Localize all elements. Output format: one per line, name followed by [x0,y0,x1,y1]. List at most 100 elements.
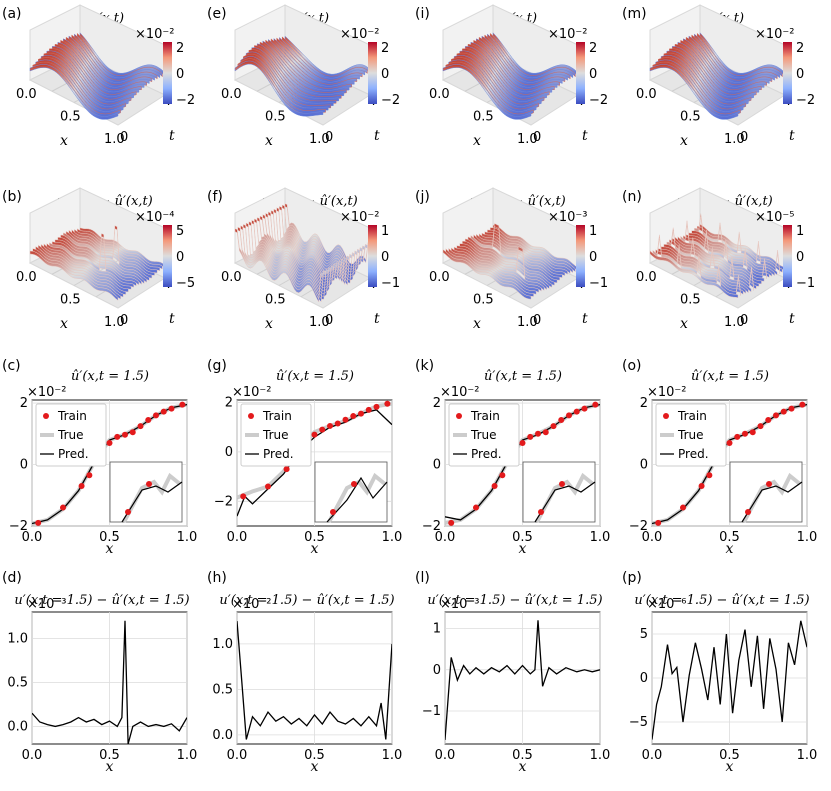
x-tick-label: 1.0 [724,132,745,147]
legend-train-label: Train [57,409,87,423]
x-tick-label: 1.0 [309,132,330,147]
y-tick-label: 2 [225,395,233,410]
surface-strip [694,213,781,274]
x-tick-label: 0.0 [16,270,37,285]
legend-train-label: Train [677,409,707,423]
x-tick-label: 1.0 [517,315,538,330]
surface-strip [74,33,161,82]
colorbar-tick-label: 5 [176,224,184,239]
surface-strip [279,36,366,82]
train-point [137,423,144,430]
colorbar-tick-label: 1 [381,224,389,239]
train-point [749,429,756,436]
train-point [773,412,779,419]
panel-label: (f) [207,189,223,205]
train-point [742,430,748,437]
x-axis-label: x [726,759,734,775]
train-point [448,519,455,526]
legend-train-label: Train [470,409,500,423]
surface-strip [68,35,155,86]
colorbar-tick-label: 0 [589,250,597,265]
panel-label: (m) [622,6,647,22]
surface-panel-i: (i)û′(x,t)0.00.51.0x04t×10⁻²20−2 [415,4,608,149]
x-axis-label: x [473,316,481,332]
legend-train-marker [248,413,254,419]
x-tick-label: 0.0 [429,270,450,285]
surface-strip [442,248,532,300]
surface-strip [470,41,558,96]
panel-label: (b) [2,189,22,205]
train-point [350,413,357,420]
train-point [283,466,290,473]
y-tick-label: 0.5 [7,675,28,690]
x-tick-label: 0.0 [435,530,456,545]
surface-strip [256,43,345,98]
train-point [179,401,186,408]
colorbar-tick-label: −5 [176,276,195,291]
legend-box [240,403,312,467]
x-axis-label: x [680,133,688,149]
inset-box [522,461,596,523]
train-point [558,416,565,423]
colorbar-exponent: ×10⁻² [135,27,175,42]
t-axis-label: t [169,311,175,327]
panel-label: (o) [622,358,642,374]
panel-label: (d) [2,570,22,586]
surface-strip [649,250,739,298]
colorbar-tick-label: 0 [176,250,184,265]
train-point [168,405,175,412]
colorbar [783,225,792,287]
inset-train-point [745,509,751,515]
train-point [240,493,247,500]
legend-true-label: True [677,428,704,442]
line-panel-d: (d) u′(x,t = 1.5) − û′(x,t = 1.5)×10⁻³ 0.0… [2,570,197,775]
surface-strip [254,45,342,100]
y-tick-label: 1 [433,622,441,637]
x-tick-label: 1.0 [517,132,538,147]
y-tick-label: 0 [433,663,441,678]
x-axis-label: x [680,316,688,332]
surface-strip [680,220,767,280]
surface-strip [243,53,332,109]
surface-strip [268,38,355,90]
x-tick-label: 1.0 [309,315,330,330]
inset-box [109,461,183,523]
train-point [365,406,372,413]
surface-strip [484,34,571,84]
line-panel-k: (k) û′(x,t = 1.5) ×10⁻² 0.0 0.5 1.0 2 0 −2 x Train… [415,358,610,557]
x-tick-label: 0.0 [221,87,242,102]
x-axis-label: x [106,759,114,775]
x-tick-label: 0.0 [636,270,657,285]
train-point [129,429,136,436]
y-tick-label: −5 [629,715,648,730]
colorbar-tick-label: 0 [381,67,389,82]
train-point [60,504,66,511]
surface-strip [652,234,741,296]
legend-true-label: True [262,428,289,442]
surface-strip [273,37,360,86]
surface-strip [281,36,368,80]
surface-strip [470,223,558,284]
surface-strip [473,40,560,93]
colorbar-exponent: ×10⁻² [340,210,380,225]
train-point [373,403,380,410]
legend-box [655,403,727,467]
x-tick-label: 0.0 [16,87,37,102]
x-tick-label: 1.0 [590,530,611,545]
surface-strip [462,48,550,103]
x-axis-label: x [311,541,319,557]
line-panel-p: (p) u′(x,t = 1.5) − û′(x,t = 1.5)×10⁻⁶ 0.0… [622,570,817,775]
surface-strip [40,55,129,110]
x-tick-label: 0.5 [680,293,701,308]
colorbar-tick-label: 1 [796,224,804,239]
panel-label: (a) [2,6,22,22]
colorbar-tick-label: 0 [796,67,804,82]
train-point [680,504,686,511]
surface-strip [481,35,568,86]
train-point [342,416,349,423]
colorbar-exponent: ×10⁻² [340,27,380,42]
panel-label: (i) [415,6,430,22]
colorbar [368,225,377,287]
legend: Train True Pred. [240,403,312,467]
surface-strip [467,44,555,98]
